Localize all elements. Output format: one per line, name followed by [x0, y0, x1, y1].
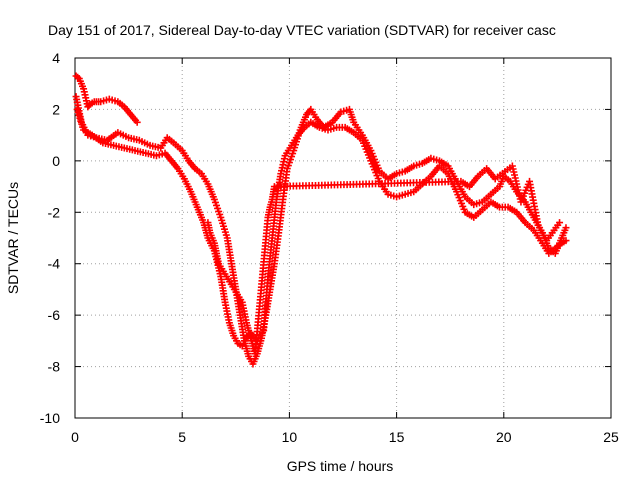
y-tick-label: 4 — [52, 50, 60, 66]
x-tick-label: 20 — [496, 429, 512, 445]
data-point — [562, 224, 570, 232]
data-point — [562, 237, 570, 245]
series-track-d — [204, 162, 564, 358]
x-tick-label: 25 — [603, 429, 619, 445]
plot-frame — [74, 57, 612, 419]
series-track-c — [73, 105, 570, 350]
series-track-b — [72, 93, 570, 368]
x-tick-label: 5 — [178, 429, 186, 445]
x-tick-label: 15 — [389, 429, 405, 445]
data-point — [556, 219, 564, 227]
x-axis-label: GPS time / hours — [287, 458, 394, 474]
y-tick-label: -6 — [48, 307, 61, 323]
chart-title: Day 151 of 2017, Sidereal Day-to-day VTE… — [48, 22, 556, 38]
y-axis-label: SDTVAR / TECUs — [5, 182, 21, 294]
y-tick-label: -4 — [48, 256, 61, 272]
x-tick-label: 10 — [282, 429, 298, 445]
x-tick-label: 0 — [71, 429, 79, 445]
y-tick-label: -10 — [40, 410, 60, 426]
y-tick-label: 0 — [52, 153, 60, 169]
y-tick-label: -2 — [48, 204, 61, 220]
y-tick-label: 2 — [52, 101, 60, 117]
data-points — [72, 72, 570, 368]
y-tick-label: -8 — [48, 359, 61, 375]
series-track-a — [72, 72, 141, 126]
data-point — [133, 118, 141, 126]
